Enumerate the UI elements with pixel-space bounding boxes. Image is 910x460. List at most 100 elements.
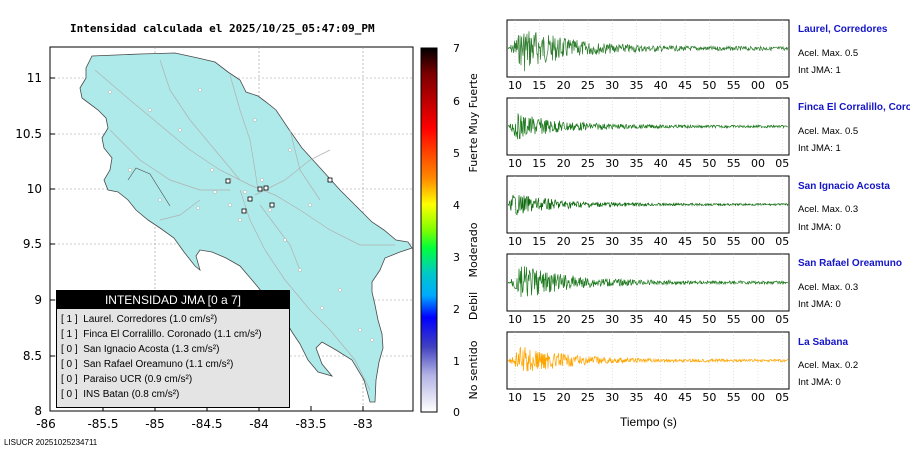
waveform-x-tick: 20: [557, 79, 571, 92]
waveform-x-tick: 25: [581, 313, 595, 326]
waveform-x-tick: 50: [702, 391, 716, 404]
waveform-x-tick: 00: [751, 235, 765, 248]
map-x-tick: -84.5: [191, 417, 222, 431]
waveform-x-tick: 40: [654, 235, 668, 248]
legend-item: [ 0 ] San Rafael Oreamuno (1.1 cm/s²): [61, 359, 234, 370]
map-x-tick: -84: [249, 417, 269, 431]
waveform-x-tick: 35: [630, 391, 644, 404]
waveform-x-tick: 20: [557, 235, 571, 248]
waveform-x-tick: 45: [678, 157, 692, 170]
legend-title: INTENSIDAD JMA [0 a 7]: [57, 291, 289, 309]
waveform-x-tick: 20: [557, 313, 571, 326]
scale-tick: 2: [453, 303, 460, 316]
waveform-x-tick: 25: [581, 79, 595, 92]
waveform-x-tick: 15: [532, 79, 546, 92]
map-y-tick: 8.5: [23, 349, 42, 363]
waveform-x-tick: 25: [581, 391, 595, 404]
legend-item: [ 0 ] INS Batan (0.8 cm/s²): [61, 389, 180, 400]
waveform-x-tick: 10: [508, 235, 522, 248]
waveform-trace: [507, 195, 789, 216]
waveform-x-tick: 05: [775, 391, 789, 404]
waveform-x-tick: 50: [702, 313, 716, 326]
waveform-trace: [507, 266, 789, 298]
scale-tick: 1: [453, 355, 460, 368]
station-markers: [225, 177, 333, 214]
waveform-x-tick: 45: [678, 235, 692, 248]
map-x-tick: -83: [353, 417, 373, 431]
map-y-tick: 9.5: [23, 237, 42, 251]
waveform-x-tick: 15: [532, 157, 546, 170]
waveform-x-tick: 10: [508, 313, 522, 326]
map-x-tick: -83.5: [295, 417, 326, 431]
waveform-x-tick: 25: [581, 157, 595, 170]
legend-item: [ 1 ] Finca El Corralillo. Coronado (1.1…: [61, 329, 262, 340]
waveform-x-tick: 10: [508, 391, 522, 404]
legend-item: [ 0 ] San Ignacio Acosta (1.3 cm/s²): [61, 344, 220, 355]
scale-tick: 0: [453, 406, 460, 419]
waveform-x-tick: 05: [775, 235, 789, 248]
scale-tick: 6: [453, 95, 460, 108]
waveform-x-tick: 55: [727, 79, 741, 92]
color-bar: [420, 47, 438, 413]
waveform-x-tick: 55: [727, 391, 741, 404]
waveform-x-tick: 00: [751, 79, 765, 92]
waveform-x-tick: 40: [654, 313, 668, 326]
waveform-x-tick: 05: [775, 157, 789, 170]
map-title: Intensidad calculada el 2025/10/25_05:47…: [70, 22, 375, 35]
map-x-tick: -85.5: [87, 417, 118, 431]
map-y-tick: 11: [27, 71, 42, 85]
scale-tick: 3: [453, 251, 460, 264]
legend-item: [ 1 ] Laurel. Corredores (1.0 cm/s²): [61, 314, 218, 325]
waveform-x-tick: 55: [727, 235, 741, 248]
waveform-x-tick: 10: [508, 157, 522, 170]
station-acel: Acel. Max. 0.5: [798, 126, 859, 137]
waveform-x-tick: 40: [654, 157, 668, 170]
scale-label: Debil: [467, 292, 480, 320]
station-int: Int JMA: 0: [798, 299, 841, 310]
waveform-x-tick: 00: [751, 313, 765, 326]
station-name: La Sabana: [798, 337, 849, 348]
station-name: Laurel, Corredores: [798, 24, 888, 35]
waveform-x-tick: 20: [557, 391, 571, 404]
legend-item: [ 0 ] Paraiso UCR (0.9 cm/s²): [61, 374, 193, 385]
waveform-x-tick: 45: [678, 391, 692, 404]
waveform-x-tick: 05: [775, 79, 789, 92]
waveform-x-tick: 30: [605, 79, 619, 92]
station-acel: Acel. Max. 0.3: [798, 204, 859, 215]
waveform-x-tick: 00: [751, 391, 765, 404]
waveform-x-tick: 30: [605, 157, 619, 170]
waveform-panels: 10 15 20 25 30 35 40 45 50 55 00 05 10 15 20 25 30 35 40 45…: [506, 19, 790, 404]
waveform-x-tick: 00: [751, 157, 765, 170]
waveform-x-tick: 30: [605, 235, 619, 248]
waveform-trace: [507, 31, 789, 72]
waveform-x-tick: 55: [727, 157, 741, 170]
waveform-x-tick: 55: [727, 313, 741, 326]
station-name: San Rafael Oreamuno: [798, 258, 902, 269]
intensity-legend: INTENSIDAD JMA [0 a 7] [ 1 ] Laurel. Cor…: [56, 290, 290, 408]
waveform-x-tick: 10: [508, 79, 522, 92]
map-y-tick: 9: [34, 293, 42, 307]
intensity-color-scale: 7 6 5 4 3 2 1 0 Muy Fuerte Fuerte Modera…: [420, 42, 480, 419]
station-int: Int JMA: 1: [798, 65, 841, 76]
scale-label: No sentido: [467, 340, 480, 399]
map-x-tick: -86: [36, 417, 56, 431]
waveform-x-tick: 15: [532, 313, 546, 326]
waveform-x-tick: 35: [630, 79, 644, 92]
waveform-x-tick: 25: [581, 235, 595, 248]
station-acel: Acel. Max. 0.3: [798, 282, 859, 293]
map-x-tick: -85: [145, 417, 165, 431]
scale-label: Moderado: [467, 222, 480, 277]
waveform-x-tick: 50: [702, 157, 716, 170]
map-y-tick: 10.5: [15, 127, 42, 141]
waveform-x-tick: 40: [654, 391, 668, 404]
map-y-tick: 10: [27, 182, 42, 196]
waveform-x-tick: 45: [678, 79, 692, 92]
station-int: Int JMA: 1: [798, 143, 841, 154]
waveform-x-tick: 20: [557, 157, 571, 170]
waveform-x-tick: 15: [532, 391, 546, 404]
waveform-x-axis-title: Tiempo (s): [620, 415, 677, 429]
costa-rica-landmass: [79, 52, 413, 403]
scale-label: Muy Fuerte: [467, 73, 480, 135]
waveform-x-tick: 45: [678, 313, 692, 326]
station-name: Finca El Corralillo, Coronado: [798, 102, 910, 113]
